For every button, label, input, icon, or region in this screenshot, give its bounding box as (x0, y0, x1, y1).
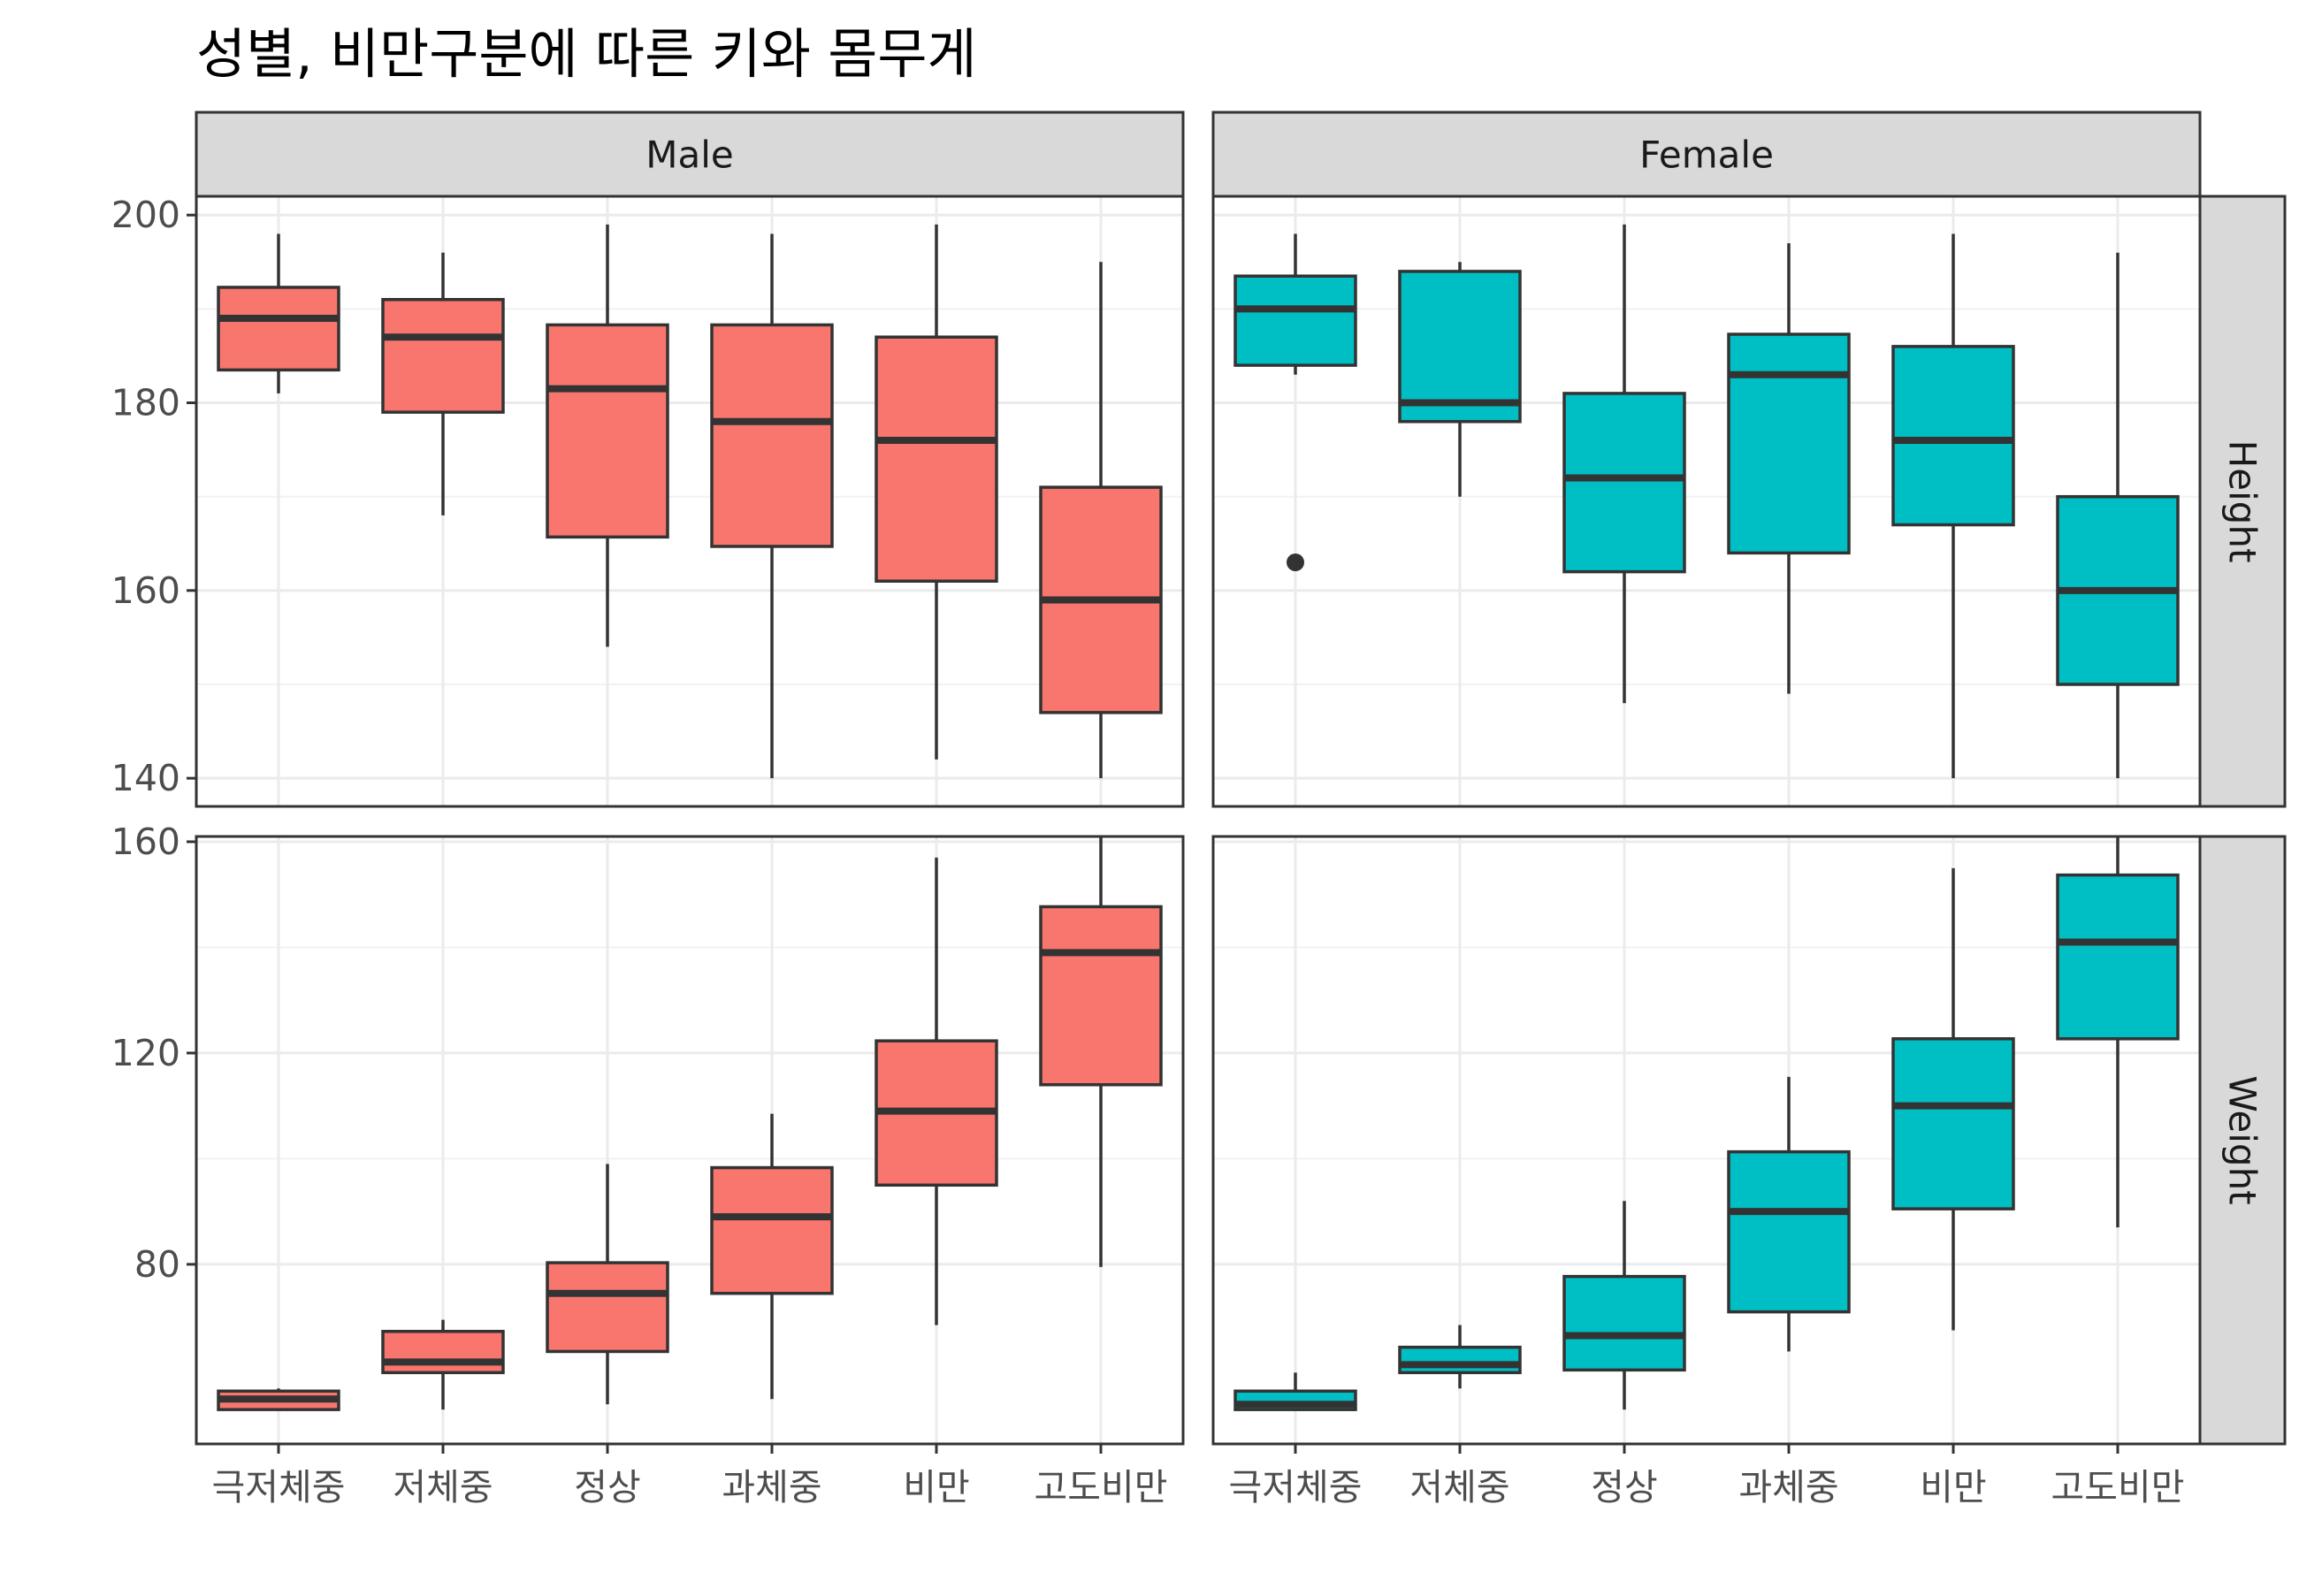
strip-label-weight: Weight (2221, 1075, 2265, 1204)
box-비만 (1891, 233, 2015, 779)
x-tick-label: 고도비만 (1035, 1466, 1168, 1508)
box-비만 (1891, 867, 2015, 1331)
box-고도비만 (1039, 836, 1163, 1267)
y-tick-label: 120 (111, 1032, 180, 1074)
strip-height (2198, 195, 2287, 808)
x-tick-label: 극저체중 (1229, 1466, 1363, 1508)
box-body (1234, 274, 1357, 367)
panel-female-height (1211, 195, 2202, 808)
strip-weight (2198, 835, 2287, 1446)
box-body (1727, 1149, 1851, 1314)
box-저체중 (381, 1319, 505, 1410)
box-극저체중 (217, 233, 340, 393)
outlier-point (1287, 554, 1304, 571)
box-body (1562, 392, 1686, 574)
box-정상 (546, 1164, 669, 1405)
y-tick-label: 200 (111, 194, 180, 236)
box-body (546, 323, 669, 539)
panel-border (1211, 835, 2202, 1446)
box-body (1727, 332, 1851, 555)
y-tick-label: 180 (111, 382, 180, 424)
x-tick-label: 저체중 (1409, 1466, 1509, 1508)
x-tick-label: 정상 (1591, 1466, 1657, 1508)
box-body (710, 1165, 834, 1295)
x-tick-label: 과체중 (722, 1466, 821, 1508)
y-tick-label: 160 (111, 821, 180, 863)
x-tick-label: 과체중 (1738, 1466, 1838, 1508)
box-비만 (875, 224, 998, 760)
panel-background (1213, 836, 2200, 1444)
box-body (1891, 345, 2015, 527)
y-tick-label: 140 (111, 757, 180, 799)
panel-border (195, 835, 1185, 1446)
box-고도비만 (2056, 836, 2180, 1228)
box-body (1398, 1345, 1522, 1375)
box-저체중 (381, 252, 505, 515)
panels-layer: Male Female Height Weight 140 160 180 200 80 120 1… (111, 111, 2287, 1508)
panel-female-weight: 극저체중 저체중 정상 과체중 비만 고도비만 (1211, 835, 2202, 1508)
box-과체중 (1727, 1076, 1851, 1352)
panel-male-weight: 80 120 160 극저체중 저체중 정상 과체중 비만 고도비만 (111, 821, 1185, 1508)
box-과체중 (710, 1113, 834, 1400)
box-고도비만 (1039, 262, 1163, 779)
panel-background (196, 836, 1183, 1444)
y-tick-label: 80 (134, 1243, 180, 1286)
x-tick-label: 비만 (903, 1466, 969, 1508)
box-body (2056, 873, 2180, 1041)
box-정상 (1562, 1201, 1686, 1410)
box-body (546, 1261, 669, 1354)
panel-background (196, 196, 1183, 806)
panel-male-height: 140 160 180 200 (111, 194, 1185, 808)
box-body (1039, 905, 1163, 1087)
box-정상 (546, 224, 669, 647)
strip-female (1211, 111, 2202, 198)
y-tick-label: 160 (111, 569, 180, 612)
box-과체중 (1727, 243, 1851, 694)
strip-label-female: Female (1639, 134, 1774, 177)
box-극저체중 (217, 1388, 340, 1411)
box-body (381, 1330, 505, 1375)
box-정상 (1562, 224, 1686, 704)
x-tick-label: 저체중 (393, 1466, 493, 1508)
box-저체중 (1398, 262, 1522, 497)
box-저체중 (1398, 1325, 1522, 1389)
strip-label-height: Height (2221, 440, 2265, 563)
strip-male (195, 111, 1185, 198)
x-tick-label: 정상 (574, 1466, 640, 1508)
x-tick-label: 비만 (1920, 1466, 1986, 1508)
box-극저체중 (1234, 1372, 1357, 1411)
box-body (875, 335, 998, 583)
strip-label-male: Male (645, 134, 733, 177)
box-body (1562, 1274, 1686, 1372)
x-tick-label: 극저체중 (212, 1466, 346, 1508)
box-body (1398, 270, 1522, 424)
box-과체중 (710, 233, 834, 779)
panel-border (1211, 195, 2202, 808)
box-극저체중 (1234, 233, 1357, 571)
box-body (381, 298, 505, 414)
panel-border (195, 195, 1185, 808)
box-고도비만 (2056, 252, 2180, 779)
chart-title: 성별, 비만구분에 따른 키와 몸무게 (196, 23, 977, 86)
x-tick-label: 고도비만 (2051, 1466, 2185, 1508)
box-body (217, 286, 340, 372)
box-body (710, 323, 834, 548)
box-body (1891, 1037, 2015, 1210)
panel-background (1213, 196, 2200, 806)
box-비만 (875, 857, 998, 1325)
